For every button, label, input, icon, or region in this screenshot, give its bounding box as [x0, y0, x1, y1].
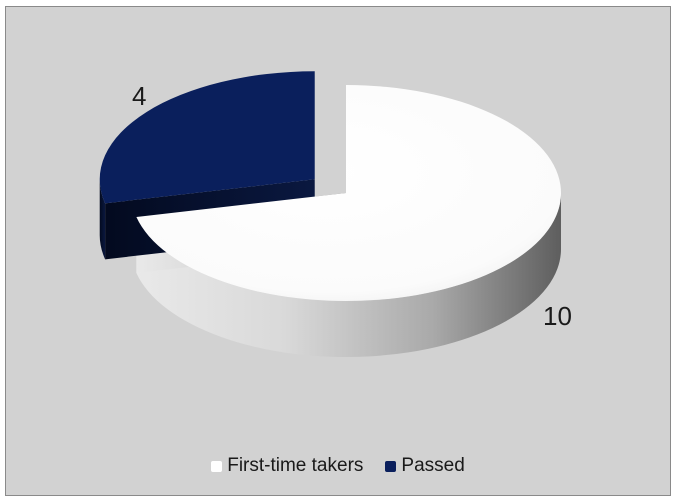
chart-legend: First-time takers Passed [6, 455, 670, 477]
legend-label-0: First-time takers [227, 455, 364, 476]
data-label-0: 10 [543, 301, 572, 331]
pie-slice-first-time-takers [136, 85, 561, 302]
pie-slice-wall-1-0 [99, 179, 106, 260]
legend-swatch-0 [211, 460, 223, 472]
legend-label-1: Passed [401, 455, 465, 476]
legend-swatch-1 [385, 460, 397, 472]
pie-chart: 10 4 [99, 71, 572, 357]
legend-item-0: First-time takers [211, 455, 363, 477]
data-label-1: 4 [132, 81, 146, 111]
legend-item-1: Passed [385, 455, 465, 477]
pie-slice-passed [99, 71, 315, 204]
chart-frame: 10 4 First-time takers Passed [5, 6, 671, 496]
pie-slice-wall-0-0 [136, 193, 561, 357]
